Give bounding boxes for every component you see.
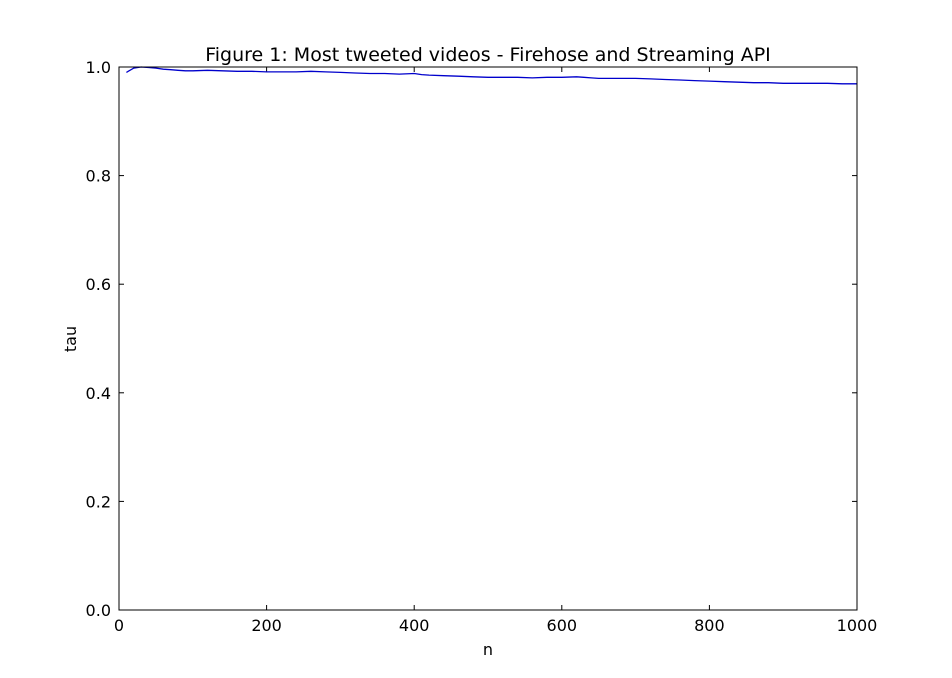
plot-lines <box>126 66 857 85</box>
y-tick-label: 0.2 <box>86 492 111 511</box>
y-tick-label: 0.4 <box>86 384 111 403</box>
chart-title: Figure 1: Most tweeted videos - Firehose… <box>205 44 771 66</box>
y-tick-label: 1.0 <box>86 58 111 77</box>
series-line-0 <box>126 66 857 85</box>
plot-frame <box>118 66 858 611</box>
x-tick-label: 0 <box>114 616 124 635</box>
y-tick-label: 0.8 <box>86 167 111 186</box>
x-tick-label: 200 <box>251 616 282 635</box>
x-tick-label: 1000 <box>837 616 878 635</box>
x-tick-label: 400 <box>399 616 430 635</box>
x-axis-title: n <box>483 640 493 659</box>
x-tick-label: 800 <box>694 616 725 635</box>
y-axis-title: tau <box>61 326 80 352</box>
x-tick-label: 600 <box>547 616 578 635</box>
tick-labels: 0 200 400 600 800 1000 0.0 0.2 0.4 0.6 0.8 1.0 <box>86 58 878 635</box>
y-tick-label: 0.0 <box>86 601 111 620</box>
y-tick-label: 0.6 <box>86 275 111 294</box>
